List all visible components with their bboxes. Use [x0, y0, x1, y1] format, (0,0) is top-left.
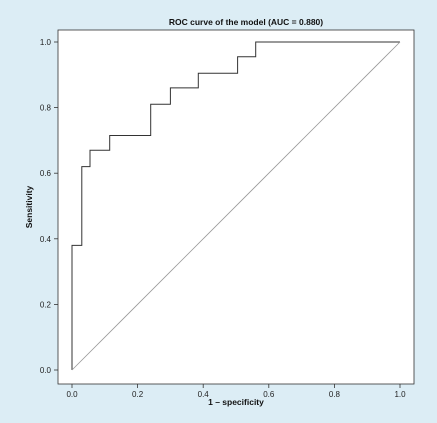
y-tick-label: 0.8 [40, 104, 52, 113]
chart-title: ROC curve of the model (AUC = 0.880) [169, 17, 323, 27]
y-tick-label: 0.6 [40, 169, 52, 178]
x-tick-label: 1.0 [394, 390, 406, 399]
series-layer [71, 41, 401, 371]
x-tick-label: 0.2 [132, 390, 144, 399]
x-axis: 0.0 0.2 0.4 0.6 0.8 1.0 [66, 384, 406, 399]
x-tick-label: 0.8 [329, 390, 341, 399]
y-tick-label: 0.2 [40, 300, 52, 309]
roc-curve-line [71, 41, 400, 370]
x-tick-label: 0.0 [66, 390, 78, 399]
y-axis-label: Sensitivity [24, 185, 34, 228]
x-tick-label: 0.6 [263, 390, 275, 399]
x-tick-label: 0.4 [198, 390, 210, 399]
y-axis: 0.0 0.2 0.4 0.6 0.8 1.0 [40, 38, 58, 375]
y-tick-label: 0.4 [40, 235, 52, 244]
x-axis-label: 1 – specificity [208, 397, 264, 407]
y-tick-label: 0.0 [40, 366, 52, 375]
y-tick-label: 1.0 [40, 38, 52, 47]
reference-diagonal-line [71, 41, 401, 371]
